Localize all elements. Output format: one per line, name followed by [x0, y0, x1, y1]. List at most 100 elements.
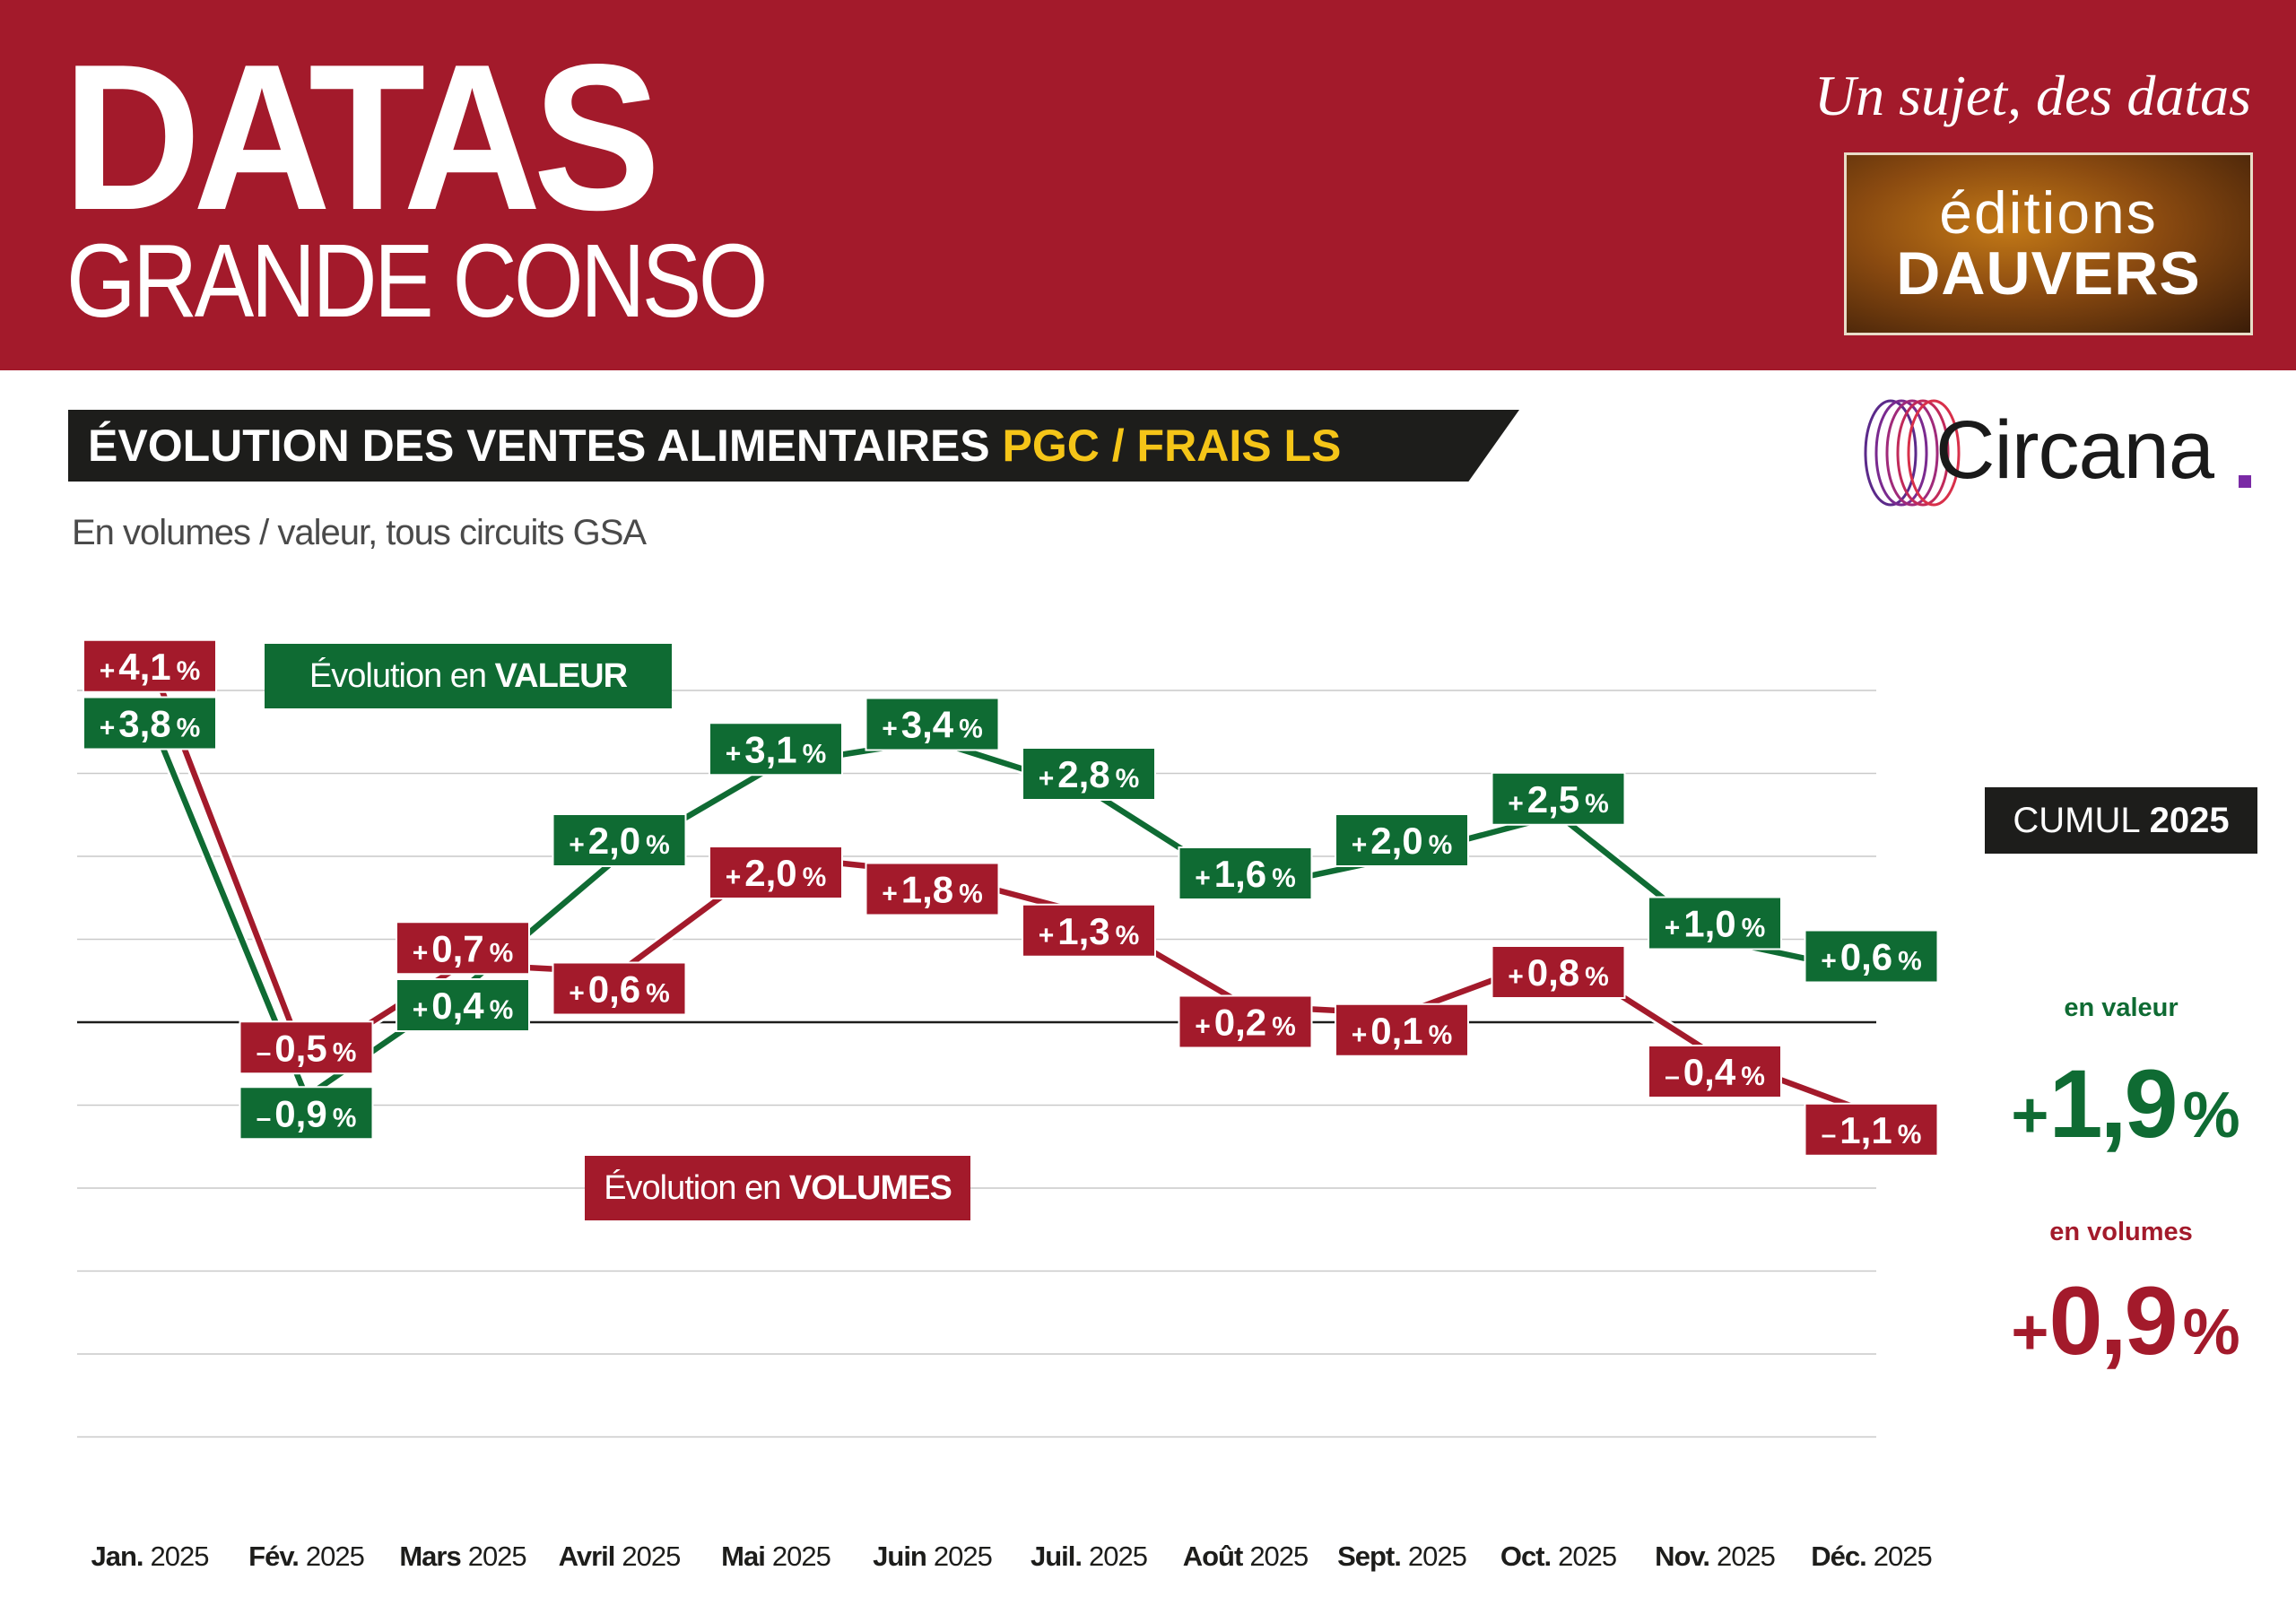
label-valeur-7: +1,6%	[1178, 846, 1313, 900]
label-volumes-9: +0,8%	[1491, 945, 1626, 999]
cumul-label: CUMUL	[2013, 800, 2141, 840]
data-label-box	[865, 697, 1000, 751]
data-label-text: +3,1%	[726, 728, 827, 770]
data-label-box	[709, 722, 843, 777]
data-label-box	[83, 696, 217, 751]
label-volumes-6: +1,3%	[1022, 903, 1156, 958]
label-valeur-11: +0,6%	[1804, 929, 1939, 984]
x-tick-label: Nov. 2025	[1655, 1541, 1775, 1572]
data-label-text: +2,0%	[569, 820, 670, 862]
data-label-text: +0,8%	[1508, 951, 1609, 994]
data-label-box	[865, 862, 1000, 916]
x-tick-label: Fév. 2025	[248, 1541, 364, 1572]
data-label-box	[83, 638, 217, 693]
label-volumes-3: +0,6%	[552, 961, 687, 1016]
cumul-valeur-label: en valeur	[2064, 994, 2179, 1022]
data-label-box	[1335, 1002, 1469, 1057]
data-label-text: +1,6%	[1195, 853, 1296, 895]
circana-rings-icon	[1864, 399, 1961, 507]
data-label-text: +1,3%	[1039, 910, 1140, 952]
data-label-box	[396, 921, 530, 976]
cumul-volumes-value: +0,9%	[1973, 1264, 2278, 1376]
chart-data-labels: +4,1 % +3,8 % –0,5 % –0,9 % +0,7 % +0,4 % +0,6 % +2,0%…	[83, 638, 1939, 1157]
cumul-volumes-label: en volumes	[2049, 1218, 2193, 1246]
label-volumes-1: –0,5%	[239, 1020, 374, 1075]
label-valeur-5: +3,4%	[865, 697, 1000, 751]
data-label-text: –1,1%	[1822, 1109, 1922, 1151]
tagline: Un sujet, des datas	[1813, 64, 2251, 127]
chart-series-lines	[141, 680, 1874, 1119]
legend-valeur-bold: VALEUR	[494, 656, 628, 695]
data-label-box	[1178, 846, 1313, 900]
data-label-text: +1,8%	[882, 869, 983, 911]
cumul-volumes-sign: +	[2011, 1297, 2049, 1368]
chart-x-axis: Jan. 2025 Fév. 2025 Mars 2025 Avril 2025 Mai 2025…	[91, 1541, 1933, 1572]
label-valeur-1: –0,9%	[239, 1086, 374, 1141]
data-label-box	[239, 1086, 374, 1141]
data-label-box	[1491, 771, 1626, 826]
data-label-text: +0,2%	[1195, 1002, 1296, 1044]
chart-title-banner: ÉVOLUTION DES VENTES ALIMENTAIRES PGC / …	[68, 410, 1519, 482]
x-tick-label: Avril 2025	[559, 1541, 681, 1572]
label-volumes-7: +0,2%	[1178, 994, 1313, 1049]
data-label-text: +2,0%	[726, 852, 827, 894]
cumul-volumes-percent: %	[2182, 1297, 2240, 1368]
x-tick-label: Déc. 2025	[1811, 1541, 1931, 1572]
label-valeur-10: +1,0%	[1648, 896, 1782, 950]
x-tick-label: Mai 2025	[721, 1541, 831, 1572]
data-label-text: +3,4%	[882, 704, 983, 746]
label-valeur-3: +2,0%	[552, 813, 687, 867]
label-volumes-11: –1,1%	[1804, 1102, 1939, 1157]
data-label-box	[239, 1020, 374, 1075]
label-volumes-2: +0,7%	[396, 921, 530, 976]
cumul-valeur-percent: %	[2182, 1080, 2240, 1151]
data-label-box	[709, 846, 843, 899]
data-label-box	[1648, 896, 1782, 950]
data-label-box	[1648, 1045, 1782, 1098]
publisher-line2: DAUVERS	[1896, 239, 2201, 308]
data-label-text: +0,1%	[1352, 1010, 1453, 1052]
data-label-text: +1,0%	[1665, 903, 1766, 945]
data-label-box	[552, 961, 687, 1016]
data-label-box	[1178, 994, 1313, 1049]
x-tick-label: Juil. 2025	[1031, 1541, 1147, 1572]
data-label-text: –0,4%	[1665, 1051, 1765, 1093]
data-label-box	[1804, 929, 1939, 984]
cumul-year: 2025	[2149, 800, 2230, 840]
data-label-text: –0,9%	[257, 1092, 357, 1134]
data-label-box	[1022, 747, 1156, 801]
brand-subtitle: GRANDE CONSO	[66, 222, 769, 339]
data-label-text: +4,1%	[100, 646, 201, 688]
header-band: DATAS GRANDE CONSO Un sujet, des datas é…	[0, 0, 2296, 370]
legend-valeur-prefix: Évolution en	[309, 656, 495, 695]
cumul-volumes-number: 0,9	[2048, 1266, 2178, 1375]
legend-volumes: Évolution en VOLUMES	[585, 1156, 970, 1220]
label-volumes-10: –0,4%	[1648, 1045, 1782, 1098]
data-label-box	[1335, 813, 1469, 867]
data-label-box	[396, 978, 530, 1032]
x-tick-label: Sept. 2025	[1337, 1541, 1466, 1572]
banner-highlight: PGC / FRAIS LS	[1002, 421, 1342, 471]
x-tick-label: Oct. 2025	[1500, 1541, 1616, 1572]
label-volumes-8: +0,1%	[1335, 1002, 1469, 1057]
circana-logo-dot	[2239, 475, 2251, 488]
data-label-text: +3,8%	[100, 703, 201, 745]
legend-volumes-prefix: Évolution en	[604, 1168, 789, 1207]
banner-text: ÉVOLUTION DES VENTES ALIMENTAIRES	[88, 421, 1003, 471]
x-tick-label: Jan. 2025	[91, 1541, 209, 1572]
data-label-text: +0,6%	[1821, 936, 1922, 978]
data-label-box	[1804, 1102, 1939, 1157]
x-tick-label: Juin 2025	[873, 1541, 992, 1572]
label-valeur-6: +2,8%	[1022, 747, 1156, 801]
label-valeur-4: +3,1%	[709, 722, 843, 777]
label-valeur-2: +0,4%	[396, 978, 530, 1032]
data-label-text: +0,4%	[413, 985, 514, 1027]
data-label-text: +0,7%	[413, 927, 514, 969]
data-label-box	[1491, 945, 1626, 999]
data-label-text: –0,5%	[257, 1027, 357, 1069]
label-valeur-8: +2,0%	[1335, 813, 1469, 867]
publisher-line1: éditions	[1939, 179, 2158, 246]
data-label-text: +2,0%	[1352, 820, 1453, 862]
data-label-text: +2,8%	[1039, 753, 1140, 795]
